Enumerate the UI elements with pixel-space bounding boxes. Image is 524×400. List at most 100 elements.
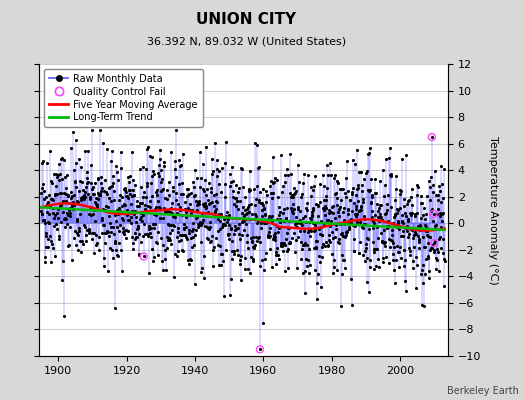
Point <box>354 198 363 204</box>
Point <box>278 189 287 196</box>
Point <box>348 188 356 195</box>
Point <box>212 198 221 205</box>
Point <box>195 201 204 208</box>
Point <box>58 198 67 204</box>
Point <box>316 231 325 237</box>
Point <box>82 184 90 190</box>
Point <box>379 238 388 245</box>
Point <box>421 216 429 222</box>
Point <box>406 252 414 258</box>
Point <box>125 217 133 223</box>
Point <box>81 148 89 154</box>
Point <box>198 220 206 226</box>
Point <box>438 224 446 231</box>
Point <box>332 189 340 196</box>
Point <box>394 249 402 256</box>
Point <box>93 201 101 208</box>
Point <box>257 199 266 206</box>
Point <box>319 240 328 247</box>
Point <box>161 207 170 214</box>
Point <box>233 224 242 231</box>
Point <box>312 244 320 250</box>
Point <box>432 266 440 272</box>
Point <box>335 236 343 243</box>
Point <box>320 183 328 189</box>
Point <box>345 226 353 232</box>
Point <box>357 203 366 210</box>
Point <box>308 209 316 215</box>
Point <box>47 178 55 184</box>
Point <box>331 190 339 197</box>
Point <box>75 228 83 234</box>
Point <box>83 191 92 198</box>
Point <box>294 219 303 225</box>
Point <box>66 212 74 219</box>
Point <box>318 244 326 250</box>
Point <box>172 127 180 134</box>
Point <box>387 173 396 179</box>
Point <box>343 228 351 234</box>
Point <box>57 201 66 208</box>
Point <box>106 224 115 230</box>
Point <box>366 145 375 152</box>
Point <box>95 192 103 198</box>
Point <box>251 211 259 218</box>
Point <box>94 175 102 181</box>
Point <box>307 183 315 190</box>
Point <box>348 302 357 308</box>
Point <box>339 209 347 216</box>
Point <box>75 224 84 231</box>
Point <box>99 205 107 212</box>
Point <box>136 184 145 190</box>
Point <box>322 239 331 245</box>
Point <box>194 224 202 230</box>
Point <box>188 207 196 213</box>
Point <box>194 198 203 204</box>
Point <box>416 227 424 234</box>
Point <box>409 235 418 242</box>
Point <box>103 228 111 234</box>
Point <box>132 182 140 188</box>
Point <box>108 254 117 261</box>
Point <box>197 239 205 246</box>
Point <box>385 155 393 162</box>
Point <box>117 148 126 155</box>
Point <box>423 254 432 261</box>
Point <box>309 220 317 226</box>
Point <box>134 202 142 209</box>
Point <box>390 212 399 218</box>
Point <box>224 216 233 222</box>
Point <box>330 264 339 270</box>
Point <box>50 191 59 198</box>
Point <box>241 207 249 213</box>
Point <box>266 225 274 232</box>
Point <box>328 218 336 224</box>
Point <box>181 231 189 238</box>
Point <box>279 210 288 216</box>
Point <box>126 172 134 179</box>
Point <box>361 216 369 222</box>
Point <box>326 159 334 166</box>
Point <box>77 195 85 202</box>
Point <box>66 224 74 230</box>
Point <box>325 232 333 238</box>
Point <box>231 194 239 201</box>
Point <box>159 266 167 273</box>
Point <box>105 213 113 219</box>
Point <box>45 220 53 226</box>
Point <box>334 239 342 245</box>
Point <box>289 201 297 207</box>
Point <box>157 179 165 185</box>
Point <box>405 230 413 237</box>
Point <box>167 241 175 248</box>
Point <box>359 225 368 231</box>
Point <box>334 209 343 215</box>
Point <box>164 237 172 244</box>
Point <box>255 199 264 205</box>
Point <box>300 228 308 234</box>
Point <box>310 228 318 234</box>
Point <box>91 180 99 187</box>
Point <box>152 212 160 218</box>
Point <box>182 234 190 240</box>
Point <box>307 193 315 199</box>
